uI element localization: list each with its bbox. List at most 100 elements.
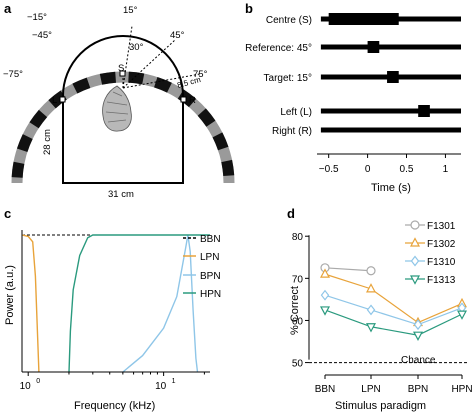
row-label: Left (L) — [280, 107, 312, 118]
stimulus-pulse — [418, 105, 430, 117]
speaker-segment — [11, 161, 25, 178]
stimulus-pulse — [328, 13, 399, 25]
pct-tick-label: 60 — [292, 316, 304, 327]
performance-chart: d % Correct 50 60 70 80 BBN LPN BPN HPN F1301 F1… — [287, 206, 473, 412]
row-baseline — [320, 127, 461, 133]
spectrum-hpn — [68, 234, 210, 373]
freq-tick-exponent: 0 — [36, 378, 40, 385]
speaker-segment — [212, 132, 229, 151]
speaker-segment — [177, 89, 197, 108]
data-point — [366, 323, 376, 333]
legend-label: HPN — [200, 289, 221, 300]
panel-b-label: b — [245, 1, 253, 16]
paradigm-tick-label: BBN — [315, 384, 336, 395]
time-tick-label: −0.5 — [319, 164, 339, 175]
legend-label: F1313 — [427, 275, 456, 286]
paradigm-tick-label: LPN — [361, 384, 380, 395]
legend-label: F1310 — [427, 257, 456, 268]
data-point — [410, 255, 420, 267]
frequency-axis-label: Frequency (kHz) — [74, 400, 155, 412]
legend-label: BPN — [200, 271, 221, 282]
width-label: 31 cm — [108, 189, 134, 200]
arena-arch — [62, 35, 184, 184]
data-point — [366, 266, 376, 276]
angle-label-neg15: −15° — [27, 12, 47, 23]
speaker-label-s: S — [118, 63, 124, 74]
correct-axis-label: % Correct — [289, 286, 301, 335]
paradigm-tick-label: HPN — [451, 384, 472, 395]
series-f1302 — [324, 273, 463, 324]
panel-d: d % Correct 50 60 70 80 BBN LPN BPN HPN F1301 F1… — [237, 205, 474, 413]
series-f1310 — [324, 294, 463, 326]
panel-a: a −15° 15° −45° 45° 30° −75° 75° S L R 8… — [0, 0, 237, 200]
depth-label: 28 cm — [42, 129, 53, 155]
row-label: Centre (S) — [266, 15, 312, 26]
freq-tick-exponent: 1 — [172, 378, 176, 385]
legend-label: BBN — [200, 234, 221, 245]
data-point — [410, 275, 420, 285]
angle-label-15: 15° — [123, 5, 138, 16]
apparatus-diagram: a −15° 15° −45° 45° 30° −75° 75° S L R 8… — [3, 1, 235, 200]
legend-label: F1301 — [427, 221, 456, 232]
pct-tick-label: 80 — [292, 232, 304, 243]
speaker-segments — [11, 71, 235, 178]
panel-d-label: d — [287, 206, 295, 221]
stimulus-pulse — [387, 71, 399, 83]
series-f1313 — [324, 309, 463, 336]
data-point — [366, 283, 376, 293]
speaker-lines — [122, 25, 201, 89]
row-baseline — [320, 108, 461, 114]
panel-b: b Centre (S) Reference: 45° Target: 15° Lef… — [237, 0, 474, 200]
pct-tick-label: 70 — [292, 274, 304, 285]
speaker-s — [119, 70, 126, 77]
data-point — [320, 306, 330, 316]
speaker-label-r: R — [189, 95, 196, 106]
row-label: Reference: 45° — [245, 43, 312, 54]
angle-label-75: 75° — [193, 69, 208, 80]
time-tick-label: 1 — [443, 164, 449, 175]
data-point — [413, 319, 423, 331]
speaker-r — [180, 96, 187, 103]
chance-label: Chance — [401, 355, 436, 366]
row-label: Right (R) — [272, 126, 312, 137]
data-point — [366, 304, 376, 316]
stimulus-pulse — [367, 41, 380, 53]
speaker-segment — [197, 108, 216, 127]
data-point — [320, 268, 330, 278]
legend-label: LPN — [200, 252, 219, 263]
ferret-image — [102, 85, 132, 132]
panel-a-label: a — [4, 1, 12, 16]
data-point — [320, 289, 330, 301]
speaker-segment — [128, 71, 145, 85]
angle-label-neg45: −45° — [32, 30, 52, 41]
spectrum-lpn — [21, 234, 40, 373]
row-baseline — [320, 44, 461, 50]
time-tick-label: 0.5 — [400, 164, 414, 175]
data-point — [413, 331, 423, 341]
data-point — [410, 237, 420, 247]
time-tick-label: 0 — [365, 164, 371, 175]
timing-chart: b Centre (S) Reference: 45° Target: 15° Lef… — [245, 1, 461, 194]
speaker-segment — [153, 76, 172, 93]
spectrum-bpn — [122, 234, 199, 373]
data-point — [410, 220, 420, 230]
data-point — [457, 310, 467, 320]
spectrum-chart: c Power (a.u.) 10 0 10 1 BBN LPN BPN HPN Frequ… — [4, 206, 221, 412]
speaker-segment — [99, 71, 117, 85]
series-f1301 — [324, 267, 372, 272]
row-label: Target: 15° — [264, 73, 312, 84]
paradigm-tick-label: BPN — [408, 384, 429, 395]
speaker-segment — [221, 159, 235, 177]
paradigm-axis-label: Stimulus paradigm — [335, 400, 426, 412]
angle-label-neg75: −75° — [3, 69, 23, 80]
freq-tick-label: 10 — [20, 381, 32, 392]
speaker-segment — [16, 134, 33, 153]
pct-tick-label: 50 — [292, 359, 304, 370]
panel-c: c Power (a.u.) 10 0 10 1 BBN LPN BPN HPN Frequ… — [0, 205, 237, 413]
speaker-l — [59, 96, 66, 103]
speaker-label-l: L — [52, 95, 57, 106]
angle-label-30: 30° — [129, 42, 144, 53]
legend-label: F1302 — [427, 239, 456, 250]
freq-tick-label: 10 — [155, 381, 167, 392]
angle-label-45: 45° — [170, 30, 185, 41]
